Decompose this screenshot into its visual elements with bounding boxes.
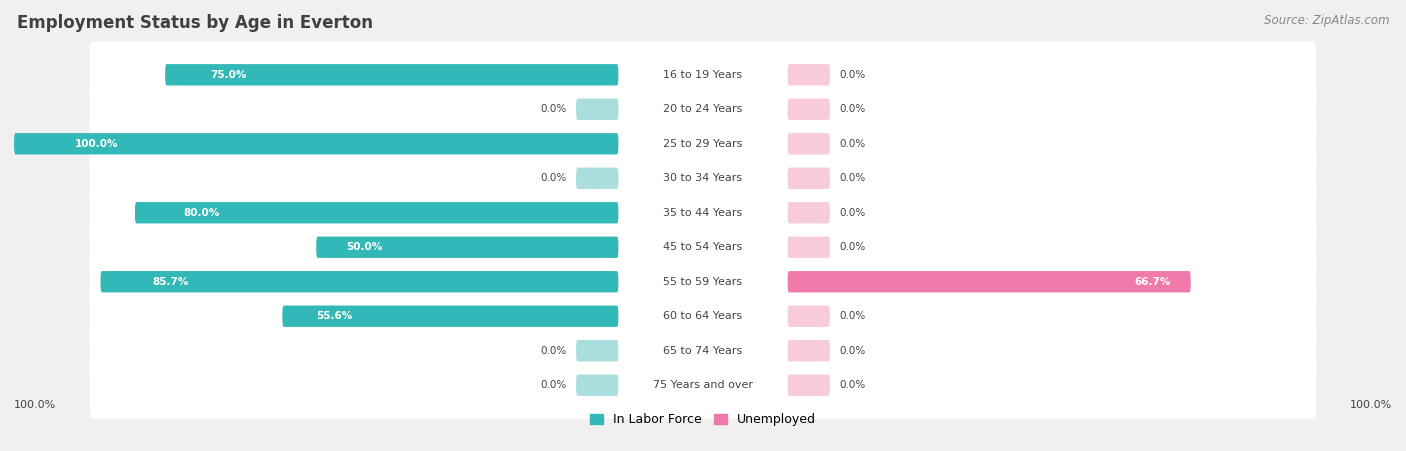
Text: 0.0%: 0.0% [541,173,567,183]
Text: 30 to 34 Years: 30 to 34 Years [664,173,742,183]
Text: 65 to 74 Years: 65 to 74 Years [664,346,742,356]
Text: 100.0%: 100.0% [75,139,118,149]
FancyBboxPatch shape [787,305,830,327]
FancyBboxPatch shape [14,133,619,155]
Text: 0.0%: 0.0% [541,346,567,356]
FancyBboxPatch shape [90,249,1316,315]
Text: 25 to 29 Years: 25 to 29 Years [664,139,742,149]
FancyBboxPatch shape [787,202,830,223]
Text: 100.0%: 100.0% [14,400,56,410]
FancyBboxPatch shape [90,317,1316,384]
FancyBboxPatch shape [576,168,619,189]
Text: 75.0%: 75.0% [211,70,247,80]
Text: 45 to 54 Years: 45 to 54 Years [664,242,742,252]
FancyBboxPatch shape [135,202,619,223]
Text: 0.0%: 0.0% [839,311,865,321]
FancyBboxPatch shape [576,374,619,396]
Text: 75 Years and over: 75 Years and over [652,380,754,390]
Text: 80.0%: 80.0% [183,208,219,218]
Text: 0.0%: 0.0% [541,104,567,114]
FancyBboxPatch shape [787,271,1191,292]
Text: 85.7%: 85.7% [152,277,188,287]
Text: Employment Status by Age in Everton: Employment Status by Age in Everton [17,14,373,32]
FancyBboxPatch shape [787,99,830,120]
FancyBboxPatch shape [90,352,1316,419]
Text: 66.7%: 66.7% [1135,277,1171,287]
FancyBboxPatch shape [90,214,1316,281]
Text: 0.0%: 0.0% [839,104,865,114]
FancyBboxPatch shape [283,305,619,327]
Text: 0.0%: 0.0% [541,380,567,390]
FancyBboxPatch shape [787,64,830,86]
FancyBboxPatch shape [90,41,1316,108]
FancyBboxPatch shape [90,283,1316,350]
Text: 0.0%: 0.0% [839,242,865,252]
FancyBboxPatch shape [90,179,1316,246]
FancyBboxPatch shape [100,271,619,292]
Text: Source: ZipAtlas.com: Source: ZipAtlas.com [1264,14,1389,27]
FancyBboxPatch shape [787,374,830,396]
FancyBboxPatch shape [90,110,1316,177]
Text: 20 to 24 Years: 20 to 24 Years [664,104,742,114]
FancyBboxPatch shape [90,76,1316,143]
Text: 16 to 19 Years: 16 to 19 Years [664,70,742,80]
Text: 35 to 44 Years: 35 to 44 Years [664,208,742,218]
Text: 100.0%: 100.0% [1350,400,1392,410]
Text: 0.0%: 0.0% [839,139,865,149]
Text: 0.0%: 0.0% [839,208,865,218]
Text: 55 to 59 Years: 55 to 59 Years [664,277,742,287]
Text: 60 to 64 Years: 60 to 64 Years [664,311,742,321]
Text: 0.0%: 0.0% [839,346,865,356]
FancyBboxPatch shape [787,168,830,189]
FancyBboxPatch shape [787,133,830,155]
FancyBboxPatch shape [576,340,619,361]
FancyBboxPatch shape [90,145,1316,212]
Legend: In Labor Force, Unemployed: In Labor Force, Unemployed [585,408,821,431]
FancyBboxPatch shape [576,99,619,120]
FancyBboxPatch shape [316,237,619,258]
FancyBboxPatch shape [787,237,830,258]
FancyBboxPatch shape [787,340,830,361]
Text: 0.0%: 0.0% [839,380,865,390]
Text: 0.0%: 0.0% [839,70,865,80]
Text: 50.0%: 50.0% [346,242,382,252]
Text: 0.0%: 0.0% [839,173,865,183]
Text: 55.6%: 55.6% [316,311,353,321]
FancyBboxPatch shape [165,64,619,86]
